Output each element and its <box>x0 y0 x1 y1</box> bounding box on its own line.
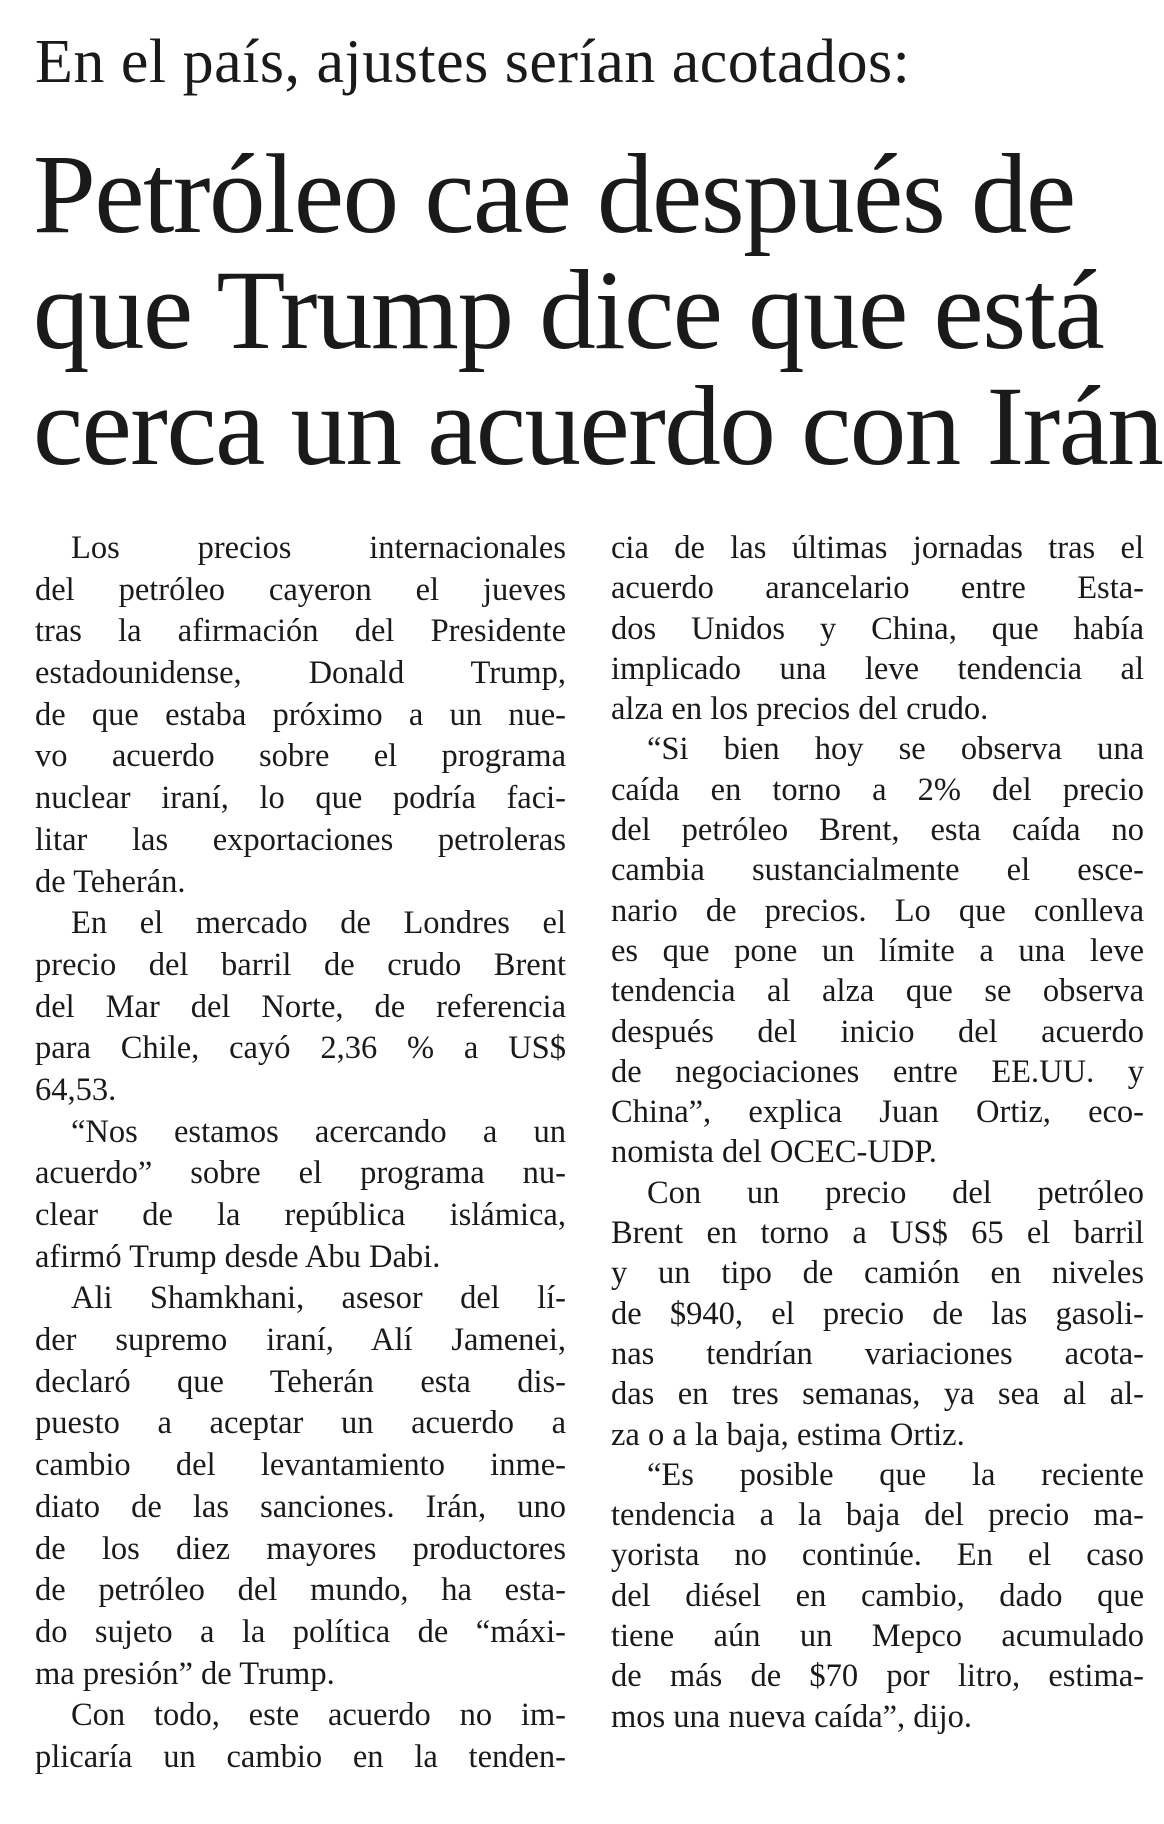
text-line: cambio del levantamiento inme- <box>35 1447 566 1484</box>
text-line: ma presión” de Trump. <box>35 1655 335 1692</box>
text-line: nario de precios. Lo que conlleva <box>611 892 1144 929</box>
headline-line: Petróleo cae después de <box>33 132 1076 257</box>
text-line: afirmó Trump desde Abu Dabi. <box>35 1238 441 1275</box>
text-line: dos Unidos y China, que había <box>611 610 1144 647</box>
text-line: za o a la baja, estima Ortiz. <box>611 1416 965 1453</box>
article-column-2: cia de las últimas jornadas tras el acuer… <box>611 528 1144 1737</box>
headline: Petróleo cae después de que Trump dice q… <box>33 132 1164 489</box>
text-line: vo acuerdo sobre el programa <box>35 738 566 775</box>
text-line: diato de las sanciones. Irán, uno <box>35 1488 566 1525</box>
text-line: y un tipo de camión en niveles <box>611 1255 1144 1292</box>
text-line: del petróleo Brent, esta caída no <box>611 812 1144 849</box>
text-line: nuclear iraní, lo que podría faci- <box>35 780 566 817</box>
text-line: “Es posible que la reciente <box>647 1456 1144 1493</box>
text-line: tiene aún un Mepco acumulado <box>611 1618 1144 1655</box>
paragraph: En el mercado de Londres el precio del ba… <box>35 903 566 1111</box>
text-line: tras la afirmación del Presidente <box>35 613 566 650</box>
text-line: de $940, el precio de las gasoli- <box>611 1295 1144 1332</box>
text-line: En el mercado de Londres el <box>71 905 566 942</box>
text-line: “Si bien hoy se observa una <box>647 731 1144 768</box>
text-line: después del inicio del acuerdo <box>611 1013 1144 1050</box>
text-line: alza en los precios del crudo. <box>611 691 989 728</box>
paragraph: Con un precio del petróleo Brent en torno… <box>611 1173 1144 1455</box>
text-line: estadounidense, Donald Trump, <box>35 655 566 692</box>
text-line: de negociaciones entre EE.UU. y <box>611 1053 1144 1090</box>
text-line: der supremo iraní, Alí Jamenei, <box>35 1322 566 1359</box>
text-line: litar las exportaciones petroleras <box>35 821 566 858</box>
text-line: plicaría un cambio en la tenden- <box>35 1738 566 1775</box>
paragraph: Los precios internacionales del petróleo … <box>35 528 566 903</box>
text-line: para Chile, cayó 2,36 % a US$ <box>35 1030 566 1067</box>
text-line: tendencia a la baja del precio ma- <box>611 1497 1144 1534</box>
text-line: precio del barril de crudo Brent <box>35 946 566 983</box>
text-line: mos una nueva caída”, dijo. <box>611 1698 972 1735</box>
headline-line: cerca un acuerdo con Irán <box>33 364 1164 489</box>
text-line: yorista no continúe. En el caso <box>611 1537 1144 1574</box>
text-line: do sujeto a la política de “máxi- <box>35 1613 566 1650</box>
text-line: de los diez mayores productores <box>35 1530 566 1567</box>
text-line: del petróleo cayeron el jueves <box>35 571 566 608</box>
text-line: del Mar del Norte, de referencia <box>35 988 566 1025</box>
text-line: das en tres semanas, ya sea al al- <box>611 1376 1144 1413</box>
paragraph: Ali Shamkhani, asesor del lí-der supremo… <box>35 1278 566 1695</box>
text-line: cia de las últimas jornadas tras el <box>611 530 1144 566</box>
text-line: “Nos estamos acercando a un <box>71 1113 566 1150</box>
paragraph: “Nos estamos acercando a un acuerdo” sobr… <box>35 1112 566 1279</box>
paragraph: “Es posible que la reciente tendencia a l… <box>611 1455 1144 1737</box>
text-line: de Teherán. <box>35 863 186 900</box>
text-line: acuerdo arancelario entre Esta- <box>611 570 1144 607</box>
headline-line: que Trump dice que está <box>33 248 1105 373</box>
text-line: 64,53. <box>35 1071 117 1108</box>
text-line: cambia sustancialmente el esce- <box>611 852 1144 889</box>
text-line: Ali Shamkhani, asesor del lí- <box>71 1280 566 1317</box>
text-line: implicado una leve tendencia al <box>611 650 1144 687</box>
text-line: de que estaba próximo a un nue- <box>35 696 566 733</box>
text-line: de petróleo del mundo, ha esta- <box>35 1572 566 1609</box>
text-line: puesto a aceptar un acuerdo a <box>35 1405 566 1442</box>
paragraph: Con todo, este acuerdo no im-plicaría un… <box>35 1695 566 1778</box>
paragraph: “Si bien hoy se observa una caída en torn… <box>611 729 1144 1172</box>
text-line: clear de la república islámica, <box>35 1197 566 1233</box>
kicker-headline: En el país, ajustes serían acotados: <box>35 28 911 96</box>
text-line: caída en torno a 2% del precio <box>611 771 1144 808</box>
text-line: Con un precio del petróleo <box>647 1174 1144 1211</box>
text-line: nomista del OCEC-UDP. <box>611 1134 937 1171</box>
article-column-1: Los precios internacionales del petróleo … <box>35 528 566 1779</box>
text-line: Brent en torno a US$ 65 el barril <box>611 1215 1144 1252</box>
paragraph: cia de las últimas jornadas tras el acuer… <box>611 528 1144 729</box>
text-line: es que pone un límite a una leve <box>611 932 1144 969</box>
text-line: acuerdo” sobre el programa nu- <box>35 1155 566 1192</box>
text-line: China”, explica Juan Ortiz, eco- <box>611 1094 1144 1131</box>
text-line: del diésel en cambio, dado que <box>611 1577 1144 1614</box>
text-line: Los precios internacionales <box>71 530 566 566</box>
text-line: Con todo, este acuerdo no im- <box>71 1697 566 1734</box>
text-line: declaró que Teherán esta dis- <box>35 1363 566 1400</box>
text-line: tendencia al alza que se observa <box>611 973 1144 1010</box>
text-line: nas tendrían variaciones acota- <box>611 1335 1144 1372</box>
text-line: de más de $70 por litro, estima- <box>611 1658 1144 1695</box>
